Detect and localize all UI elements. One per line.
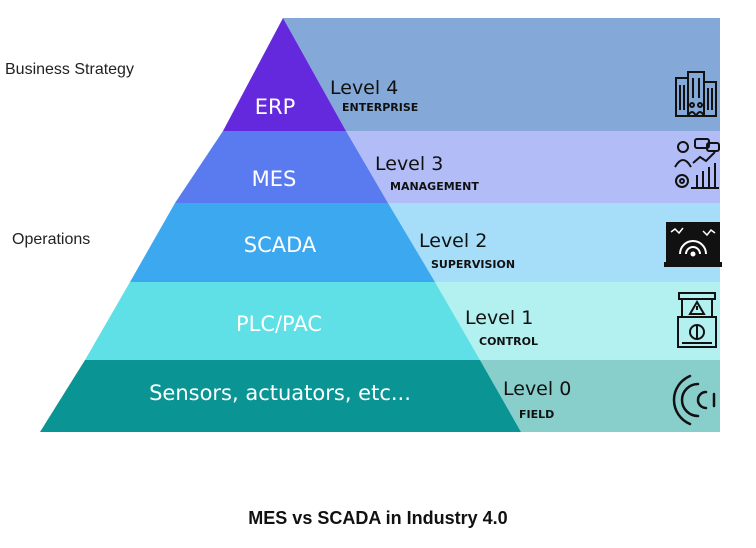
level-number-4: Level 4: [330, 77, 398, 99]
enterprise-building-icon: [675, 71, 717, 117]
band-level-4: [283, 18, 720, 131]
manager-analytics-icon: [674, 138, 720, 189]
level-scope-0: FIELD: [519, 408, 554, 421]
level-scope-4: ENTERPRISE: [342, 101, 418, 114]
monitor-display-icon: [664, 222, 722, 267]
operations-label: Operations: [12, 231, 91, 248]
level-scope-2: SUPERVISION: [431, 258, 515, 271]
band-level-0: [480, 360, 720, 432]
level-number-2: Level 2: [419, 230, 487, 252]
pyramid-tier-erp: [223, 18, 346, 131]
wireless-sensor-icon: [672, 374, 716, 426]
control-cabinet-icon: [677, 292, 717, 348]
diagram-caption: MES vs SCADA in Industry 4.0: [248, 508, 508, 528]
tier-label-field: Sensors, actuators, etc...: [149, 381, 411, 405]
tier-label-mes: MES: [252, 167, 297, 191]
business-strategy-label: Business Strategy: [5, 61, 134, 78]
pyramid-tier-scada: [130, 203, 435, 282]
tier-label-plc: PLC/PAC: [236, 312, 322, 336]
band-level-3: [346, 131, 720, 203]
band-level-2: [388, 203, 720, 282]
level-number-1: Level 1: [465, 307, 533, 329]
level-number-3: Level 3: [375, 153, 443, 175]
tier-label-erp: ERP: [255, 95, 296, 119]
pyramid-tier-field: [40, 360, 521, 432]
tier-label-scada: SCADA: [244, 233, 317, 257]
pyramid-tier-mes: [175, 131, 388, 203]
pyramid-tier-plc: [85, 282, 480, 360]
level-number-0: Level 0: [503, 378, 571, 400]
level-scope-1: CONTROL: [479, 335, 538, 348]
band-level-1: [435, 282, 720, 360]
level-scope-3: MANAGEMENT: [390, 180, 479, 193]
